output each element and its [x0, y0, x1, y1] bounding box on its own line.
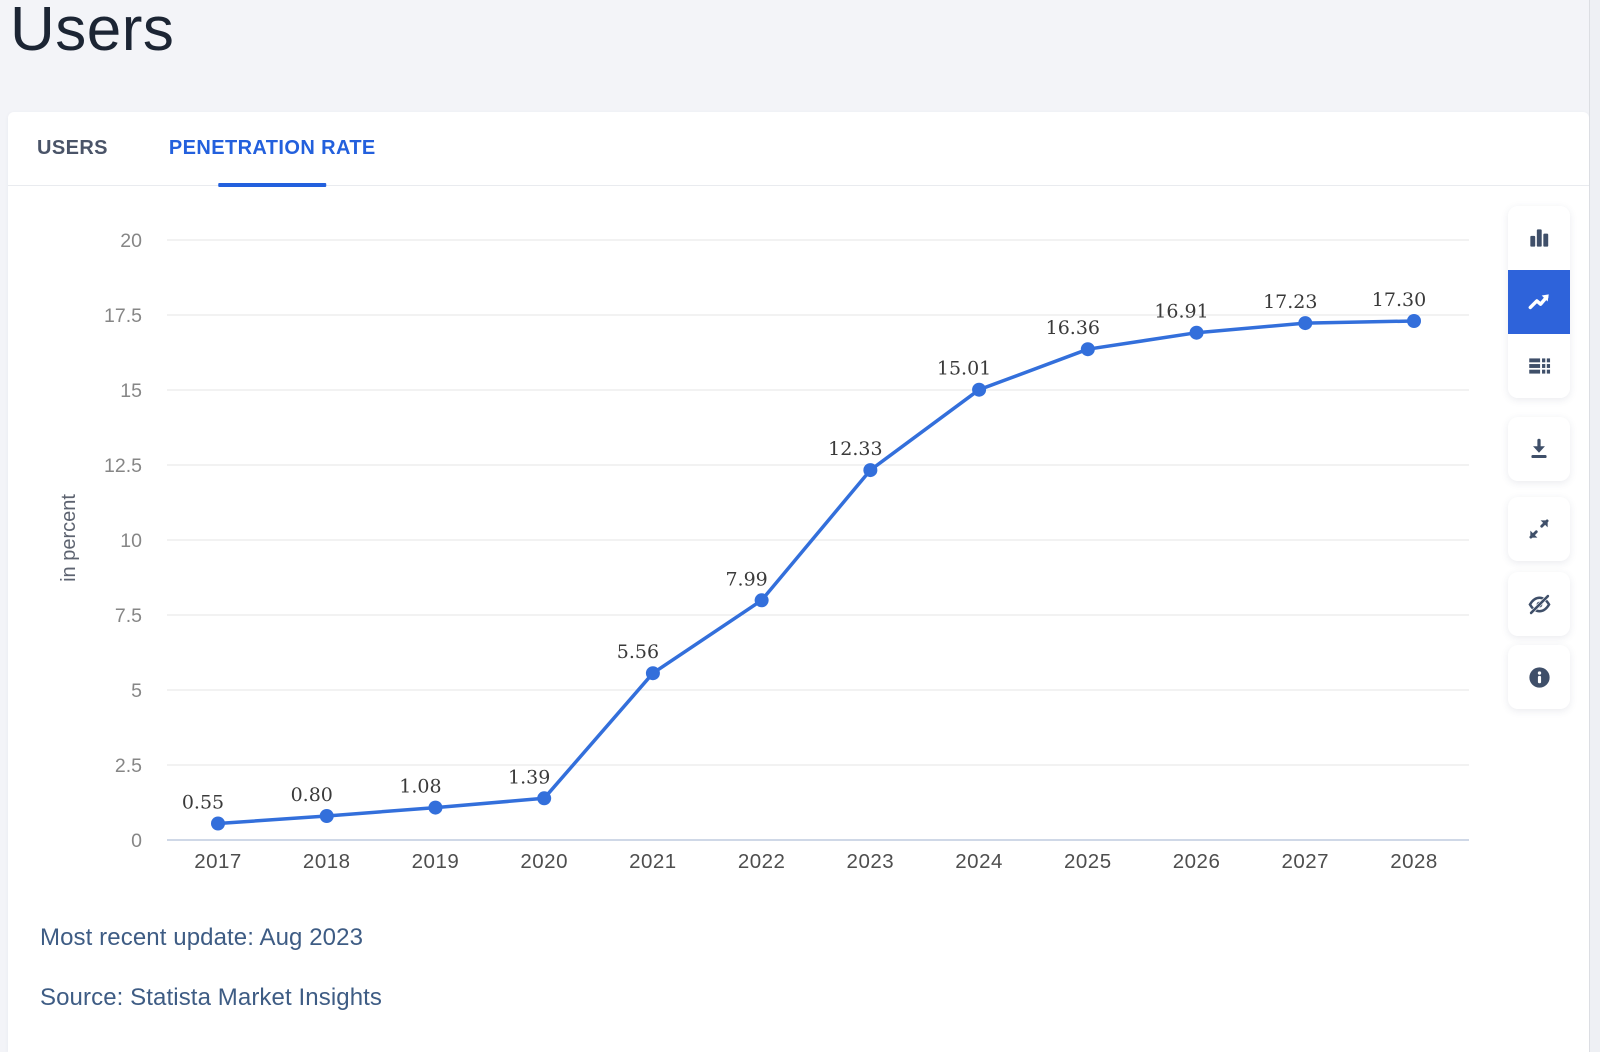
data-point [645, 666, 660, 681]
y-axis-tick-label: 7.5 [115, 605, 142, 627]
page-title: Users [10, 0, 175, 64]
table-button[interactable] [1508, 334, 1570, 398]
data-point-label: 0.80 [291, 784, 333, 806]
chart-type-button-group [1508, 206, 1570, 398]
column-chart-button[interactable] [1508, 206, 1570, 270]
data-point-label: 1.39 [508, 766, 550, 788]
info-icon [1528, 666, 1550, 688]
column-chart-icon [1530, 229, 1549, 247]
line-chart: 0 2.5 5 7.5 10 12.5 15 17.5 20 in percent 2017 2018… [58, 230, 1469, 873]
data-point-label: 15.01 [937, 358, 991, 380]
x-axis-tick-label: 2025 [1064, 850, 1112, 873]
last-update-text: Most recent update: Aug 2023 [40, 924, 364, 951]
data-point-label: 16.36 [1046, 317, 1100, 339]
tab-users[interactable]: USERS [37, 112, 108, 186]
y-axis-title: in percent [58, 494, 80, 582]
data-point-label: 1.08 [399, 776, 441, 798]
data-point [537, 791, 552, 806]
y-axis-tick-label: 15 [120, 380, 142, 402]
download-icon [1531, 438, 1547, 458]
data-point-label: 16.91 [1154, 301, 1208, 323]
x-axis-tick-label: 2023 [847, 850, 895, 873]
line-chart-icon [1528, 294, 1549, 310]
data-point [754, 593, 769, 608]
data-point-label: 17.30 [1372, 289, 1426, 311]
fullscreen-button[interactable] [1508, 497, 1570, 561]
info-button[interactable] [1508, 645, 1570, 709]
data-point [1189, 325, 1204, 340]
data-point [1080, 342, 1095, 357]
x-axis-tick-label: 2028 [1390, 850, 1438, 873]
data-point [1407, 314, 1421, 328]
x-axis-tick-label: 2021 [629, 850, 677, 873]
data-point-label: 5.56 [617, 641, 659, 663]
data-point-label: 0.55 [182, 792, 224, 814]
data-point-label: 12.33 [828, 438, 882, 460]
x-axis-tick-label: 2024 [955, 850, 1003, 873]
data-point [428, 800, 443, 815]
data-point [863, 463, 878, 478]
chart-toolbar [1508, 206, 1570, 709]
x-axis-tick-label: 2026 [1173, 850, 1221, 873]
download-button[interactable] [1508, 417, 1570, 481]
x-axis-tick-label: 2020 [520, 850, 568, 873]
data-point [972, 382, 987, 397]
x-axis-tick-label: 2018 [303, 850, 351, 873]
table-icon [1529, 358, 1551, 374]
y-axis-tick-label: 0 [131, 830, 142, 852]
x-axis-tick-label: 2017 [194, 850, 242, 873]
source-text: Source: Statista Market Insights [40, 984, 383, 1011]
chart-card: USERS PENETRATION RATE 0 2.5 5 7.5 10 12.5 15 1… [8, 112, 1589, 1052]
tab-bar: USERS PENETRATION RATE [8, 112, 1589, 186]
hide-labels-button[interactable] [1508, 572, 1570, 636]
hide-eye-icon [1527, 593, 1551, 615]
x-axis-tick-label: 2027 [1281, 850, 1329, 873]
data-point [211, 816, 225, 831]
data-point-label: 17.23 [1263, 291, 1317, 313]
y-axis-tick-label: 5 [131, 680, 142, 702]
y-axis-tick-label: 20 [120, 230, 142, 252]
tab-penetration-rate[interactable]: PENETRATION RATE [169, 112, 376, 186]
data-point [1298, 316, 1313, 331]
y-axis-tick-label: 12.5 [104, 455, 142, 477]
data-point [319, 809, 334, 823]
page-scrollbar[interactable] [1589, 0, 1600, 1052]
x-axis-tick-label: 2019 [412, 850, 460, 873]
x-axis-tick-label: 2022 [738, 850, 786, 873]
y-axis-tick-label: 17.5 [104, 305, 142, 327]
y-axis-tick-label: 2.5 [115, 755, 142, 777]
y-axis-tick-label: 10 [120, 530, 142, 552]
fullscreen-icon [1529, 519, 1549, 539]
series-line [216, 319, 1416, 826]
data-point-label: 7.99 [725, 568, 767, 590]
line-chart-button[interactable] [1508, 270, 1570, 334]
